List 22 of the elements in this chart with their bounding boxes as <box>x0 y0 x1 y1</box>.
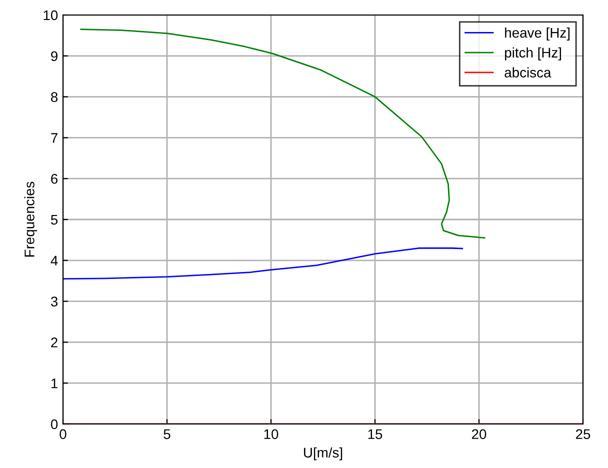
y-tick-label: 8 <box>51 92 58 102</box>
x-tick-label: 0 <box>60 429 66 440</box>
x-tick-label: 10 <box>264 429 278 440</box>
y-tick-label: 10 <box>44 10 58 20</box>
x-tick-label: 25 <box>576 429 590 440</box>
y-tick-label: 0 <box>50 419 58 430</box>
x-tick-label: 5 <box>164 429 170 440</box>
y-axis-title: Frequencies <box>24 182 38 257</box>
legend-label: heave [Hz] <box>505 28 570 40</box>
y-tick-label: 1 <box>51 378 58 388</box>
y-tick-label: 3 <box>50 296 58 306</box>
y-tick-label: 5 <box>50 214 58 225</box>
y-tick-label: 7 <box>51 133 58 143</box>
x-axis-title: U[m/s] <box>304 447 342 460</box>
y-tick-label: 4 <box>50 256 58 266</box>
legend-label: abcisca <box>504 67 552 78</box>
y-tick-label: 2 <box>51 338 58 348</box>
x-tick-label: 20 <box>472 429 486 440</box>
x-tick-label: 15 <box>368 429 382 440</box>
y-tick-label: 9 <box>51 51 58 62</box>
y-tick-label: 6 <box>51 174 58 184</box>
legend-label: pitch [Hz] <box>505 47 562 60</box>
